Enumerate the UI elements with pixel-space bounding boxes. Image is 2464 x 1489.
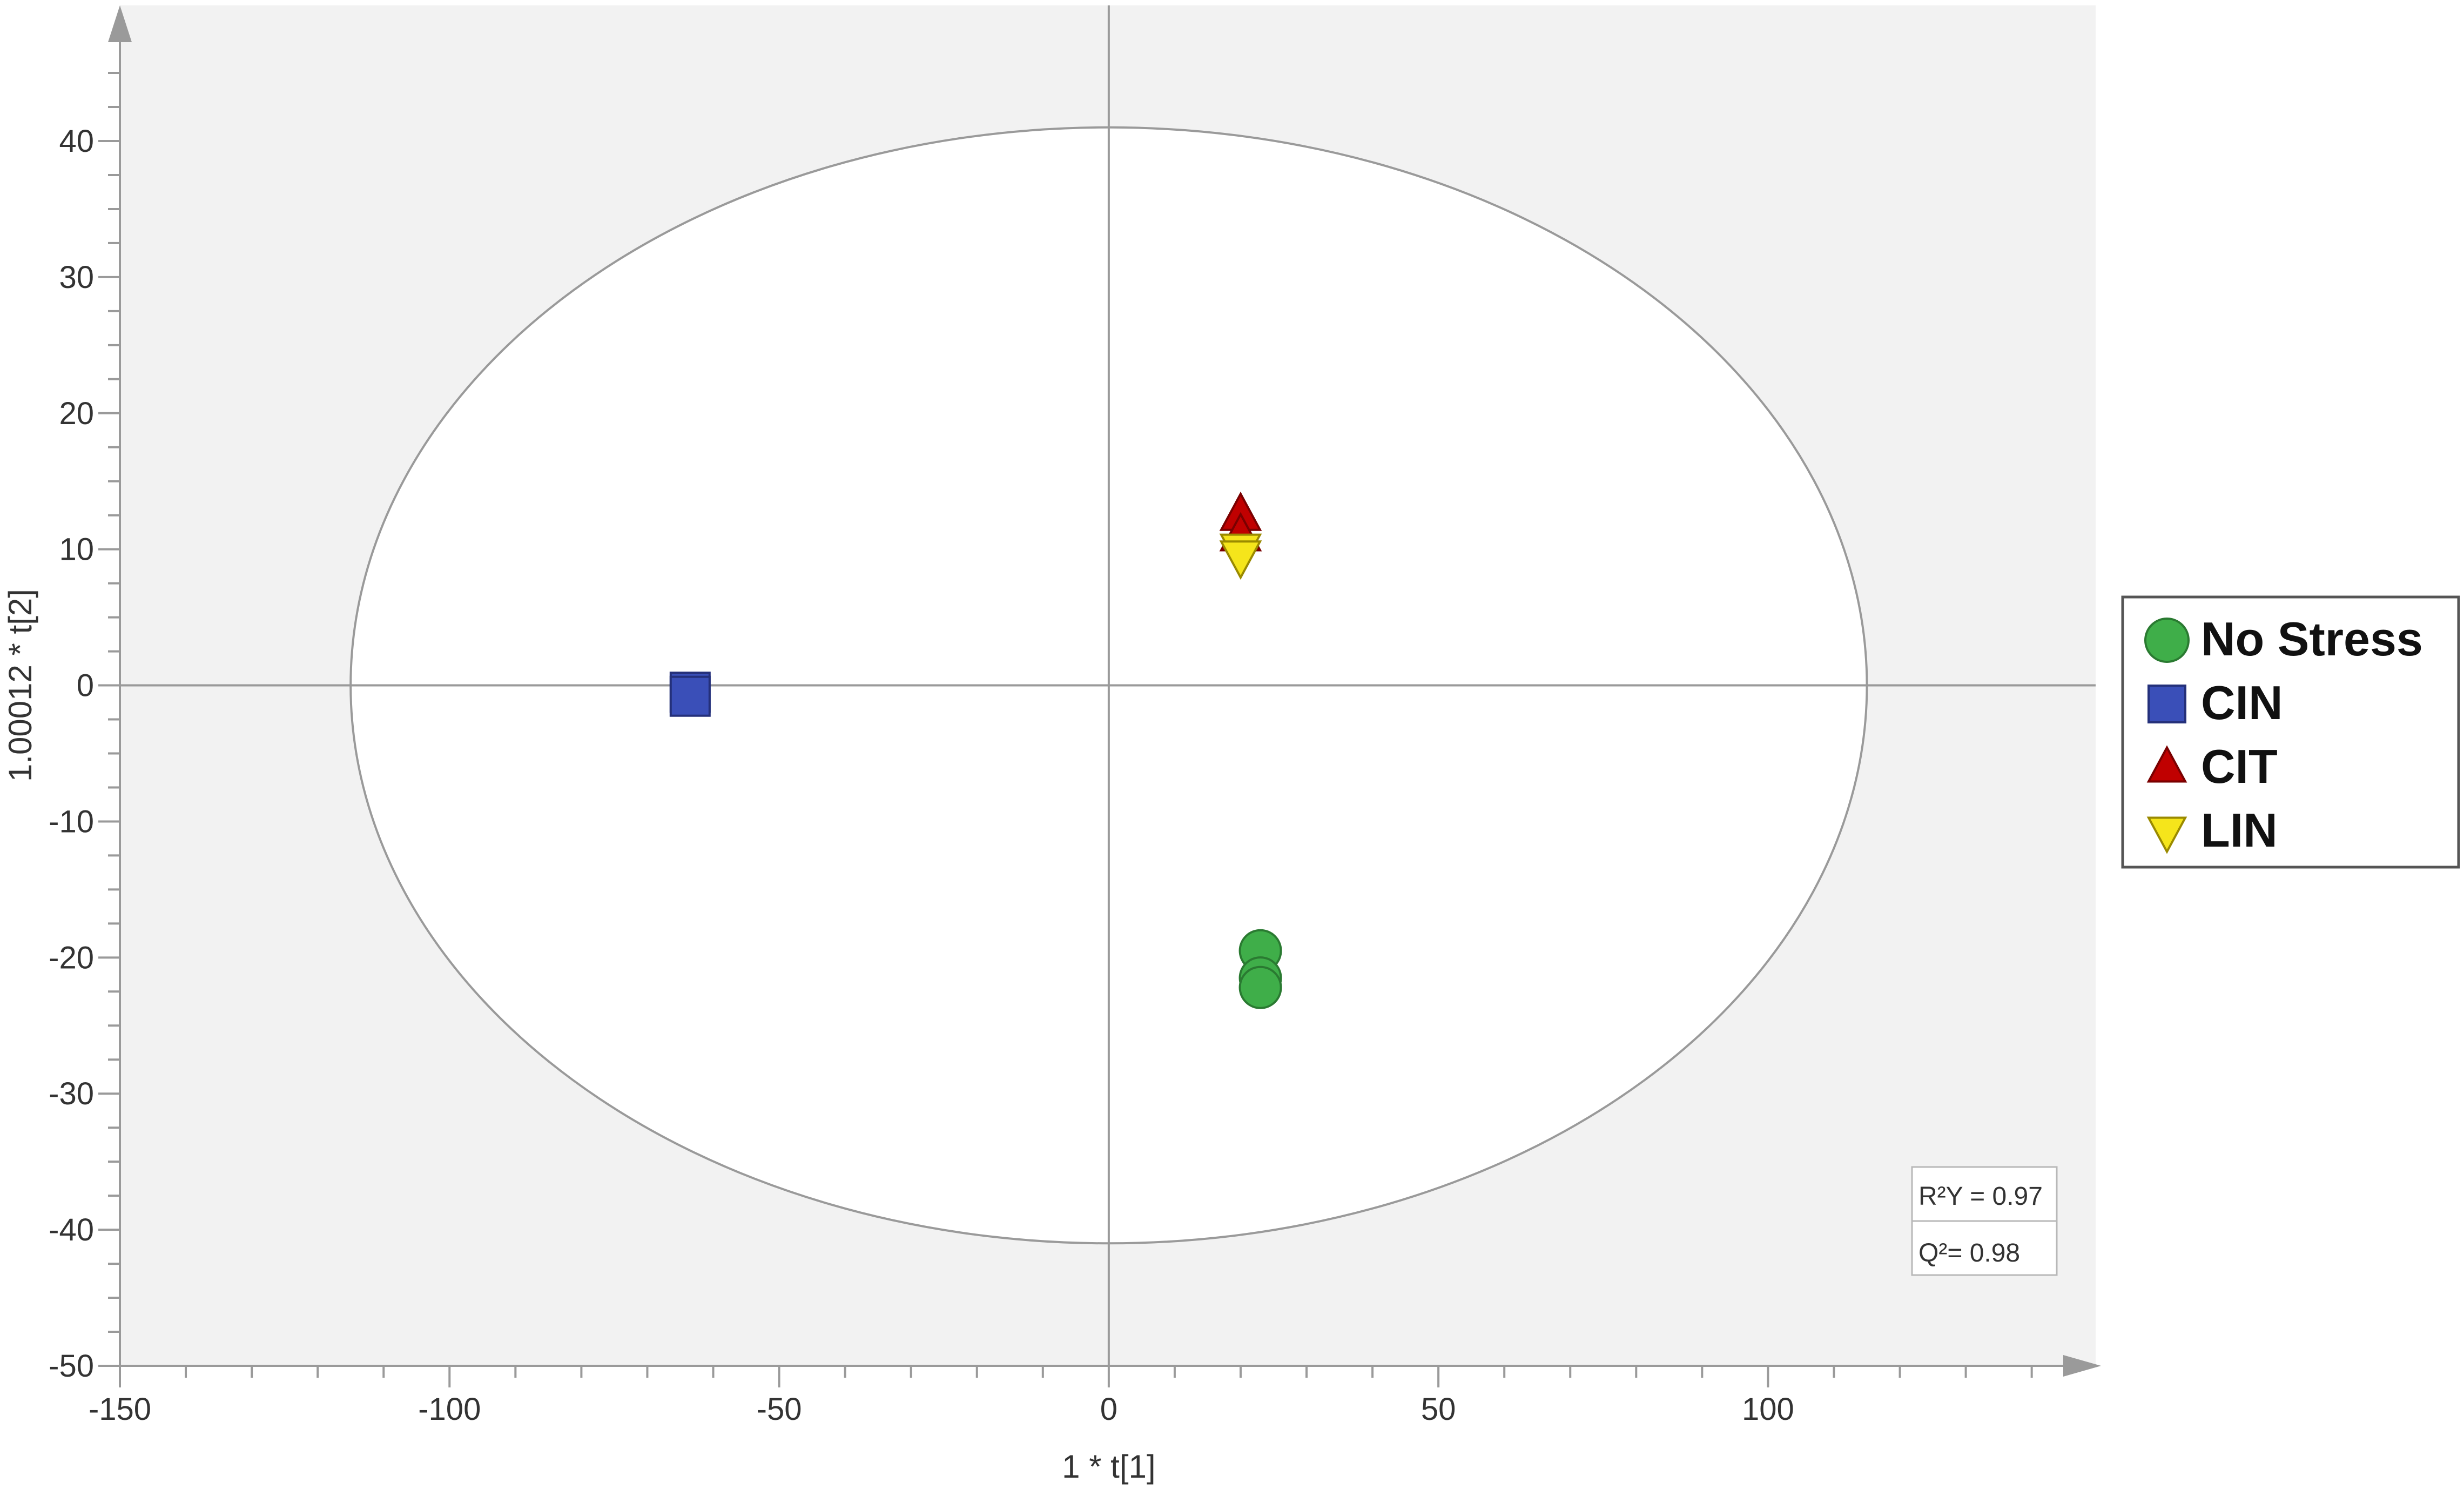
y-tick-label: 40 <box>59 124 94 159</box>
y-tick-label: -30 <box>49 1076 94 1111</box>
no-stress-point <box>1238 965 1282 1009</box>
y-tick-label: -10 <box>49 804 94 839</box>
x-tick-label: -100 <box>418 1392 481 1427</box>
legend: No Stress CIN CIT LIN <box>2121 595 2460 869</box>
y-tick-label: -20 <box>49 940 94 975</box>
y-tick-label: 0 <box>77 668 94 703</box>
x-tick-label: 50 <box>1421 1392 1456 1427</box>
x-axis-arrow <box>2063 1355 2101 1377</box>
x-axis-label: 1 * t[1] <box>1062 1448 1155 1485</box>
legend-marker-cit <box>2146 745 2187 783</box>
y-tick-label: 20 <box>59 396 94 431</box>
legend-marker-lin <box>2146 816 2187 854</box>
data-points <box>669 491 1282 1009</box>
tick-labels: -150 -100 -50 0 50 100-50-40-30-20-1001020304… <box>49 124 1794 1427</box>
y-tick-label: -50 <box>49 1349 94 1384</box>
y-tick-label: 10 <box>59 532 94 567</box>
r2y-stat: R²Y = 0.97 <box>1918 1182 2043 1211</box>
legend-label-no-stress: No Stress <box>2201 612 2423 666</box>
legend-label-lin: LIN <box>2201 803 2278 857</box>
y-axis-label: 1.00012 * t[2] <box>2 589 38 782</box>
axis-ticks <box>98 72 2033 1387</box>
legend-items: No Stress CIN CIT LIN <box>2144 612 2423 857</box>
x-tick-label: 100 <box>1742 1392 1794 1427</box>
y-tick-label: 30 <box>59 260 94 295</box>
lin-point <box>1219 540 1262 580</box>
legend-marker-cin <box>2147 685 2186 723</box>
x-tick-label: 0 <box>1100 1392 1117 1427</box>
legend-marker-no-stress <box>2144 618 2190 663</box>
stats-box: R²Y = 0.97 Q²= 0.98 <box>1911 1166 2058 1276</box>
q2-stat: Q²= 0.98 <box>1918 1239 2020 1267</box>
legend-label-cit: CIT <box>2201 740 2278 793</box>
y-tick-label: -40 <box>49 1212 94 1247</box>
legend-label-cin: CIN <box>2201 676 2283 729</box>
x-tick-label: -150 <box>89 1392 151 1427</box>
cin-point <box>669 675 711 717</box>
x-tick-label: -50 <box>757 1392 802 1427</box>
y-axis-arrow <box>108 5 132 42</box>
